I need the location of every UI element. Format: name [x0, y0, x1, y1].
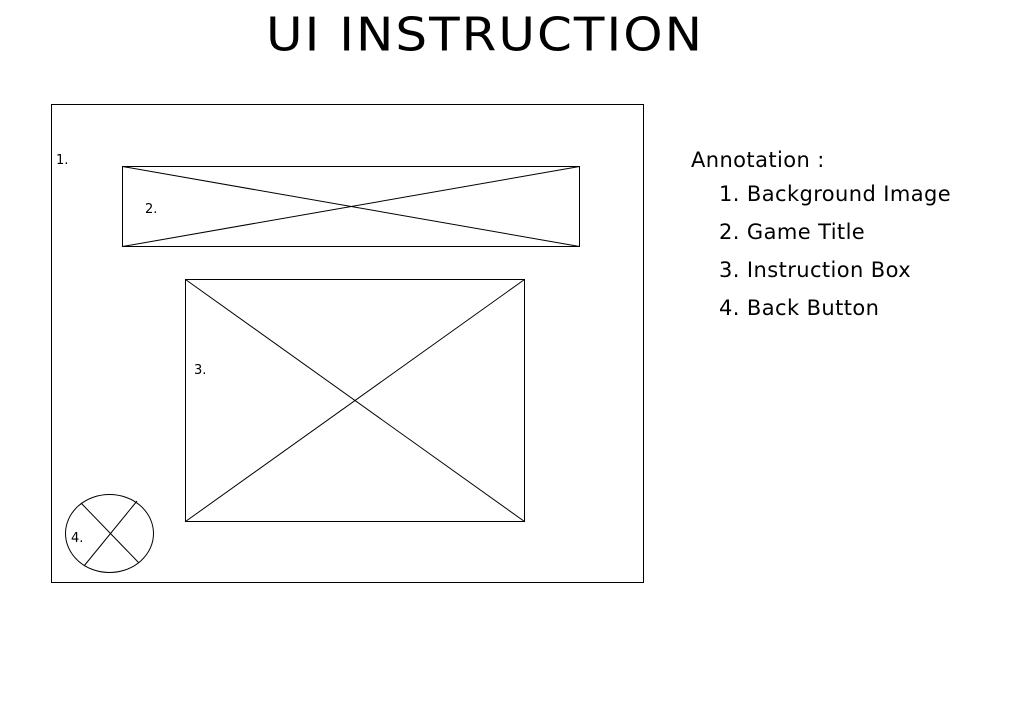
marker-instruction-box: 3.	[194, 363, 206, 378]
annotation-item-text: Instruction Box	[746, 258, 912, 282]
annotation-item-number: 3.	[719, 258, 740, 282]
annotation-item: 1. Background Image	[719, 175, 951, 213]
marker-game-title: 2.	[145, 202, 157, 217]
annotation-item-text: Game Title	[746, 220, 866, 244]
annotation-item: 4. Back Button	[719, 289, 951, 327]
game-title-placeholder	[122, 166, 580, 247]
annotation-item-text: Background Image	[746, 182, 952, 206]
annotation-item: 3. Instruction Box	[719, 251, 951, 289]
annotation-heading: Annotation :	[691, 148, 825, 172]
annotation-item-number: 1.	[719, 182, 740, 206]
marker-background-image: 1.	[56, 153, 68, 168]
marker-back-button: 4.	[71, 531, 83, 546]
annotation-item-number: 4.	[719, 296, 740, 320]
annotation-item-text: Back Button	[746, 296, 880, 320]
background-image-placeholder	[51, 104, 644, 583]
annotation-list: 1. Background Image 2. Game Title 3. Ins…	[691, 175, 951, 327]
annotation-item-number: 2.	[719, 220, 740, 244]
back-button-placeholder	[65, 494, 154, 573]
instruction-box-placeholder	[185, 279, 525, 522]
annotation-item: 2. Game Title	[719, 213, 951, 251]
annotation-panel: Annotation : 1. Background Image 2. Game…	[691, 145, 951, 327]
page-title: UI INSTRUCTION	[266, 8, 704, 62]
